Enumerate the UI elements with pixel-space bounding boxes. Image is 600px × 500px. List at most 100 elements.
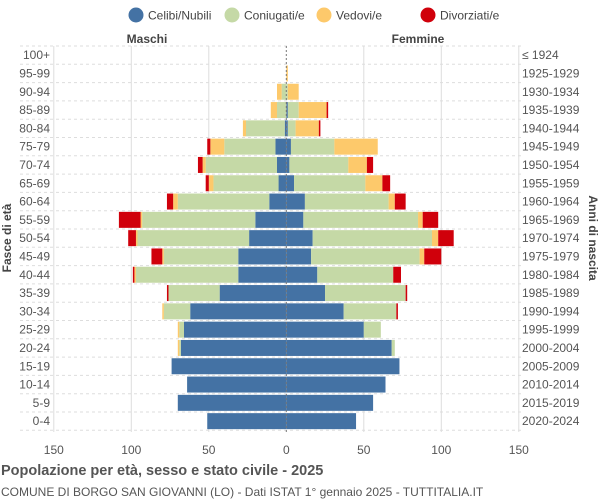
- age-group-label: 100+: [23, 48, 50, 62]
- bar-male-vedovi-e: [162, 248, 164, 265]
- bar-female-divorziati-e: [326, 102, 329, 119]
- age-group-label: 70-74: [19, 158, 50, 172]
- bar-male-coniugati-e: [224, 138, 276, 155]
- legend-marker: [128, 7, 144, 23]
- bar-male-vedovi-e: [277, 83, 282, 100]
- bar-female-celibi-nubili: [286, 266, 318, 283]
- legend-label: Coniugati/e: [244, 9, 305, 23]
- bar-female-coniugati-e: [286, 83, 288, 100]
- legend-label: Celibi/Nubili: [148, 9, 211, 23]
- bar-female-vedovi-e: [418, 211, 423, 228]
- bar-male-vedovi-e: [210, 138, 225, 155]
- bar-female-divorziati-e: [422, 211, 439, 228]
- age-group-label: 20-24: [19, 341, 50, 355]
- x-tick-label: 0: [283, 443, 290, 457]
- bar-female-coniugati-e: [311, 248, 420, 265]
- bar-male-celibi-nubili: [187, 376, 287, 393]
- bar-male-divorziati-e: [132, 266, 135, 283]
- birth-year-label: 1990-1994: [522, 304, 580, 318]
- birth-year-label: 2010-2014: [522, 378, 580, 392]
- bar-female-celibi-nubili: [286, 413, 357, 430]
- birth-year-label: 1930-1934: [522, 85, 580, 99]
- bars: [118, 46, 454, 432]
- bar-female-coniugati-e: [294, 175, 366, 192]
- x-tick-label: 100: [431, 443, 451, 457]
- bar-female-vedovi-e: [419, 248, 425, 265]
- birth-year-label: 1945-1949: [522, 140, 580, 154]
- bar-male-celibi-nubili: [249, 230, 287, 247]
- bar-male-vedovi-e: [270, 102, 277, 119]
- birth-year-label: 2020-2024: [522, 414, 580, 428]
- legend: Celibi/Nubili Coniugati/e Vedovi/e Divorzia…: [128, 7, 500, 23]
- bar-male-celibi-nubili: [238, 248, 287, 265]
- bar-female-celibi-nubili: [286, 230, 313, 247]
- left-group-label: Maschi: [127, 32, 168, 46]
- bar-male-divorziati-e: [151, 248, 163, 265]
- bar-female-celibi-nubili: [286, 211, 304, 228]
- bar-male-divorziati-e: [118, 211, 141, 228]
- birth-year-label: 2005-2009: [522, 359, 580, 373]
- legend-marker: [420, 7, 436, 23]
- bar-male-coniugati-e: [163, 248, 239, 265]
- age-group-label: 55-59: [19, 213, 50, 227]
- age-group-label: 45-49: [19, 249, 50, 263]
- age-group-label: 90-94: [19, 85, 50, 99]
- bar-female-divorziati-e: [382, 175, 391, 192]
- bar-male-coniugati-e: [246, 120, 285, 137]
- birth-year-label: 1965-1969: [522, 213, 580, 227]
- bar-female-divorziati-e: [366, 156, 374, 173]
- bar-female-coniugati-e: [391, 339, 395, 356]
- birth-year-label: 1985-1989: [522, 286, 580, 300]
- age-group-label: 5-9: [33, 396, 51, 410]
- bar-male-coniugati-e: [213, 175, 279, 192]
- bar-male-divorziati-e: [207, 138, 211, 155]
- bar-male-celibi-nubili: [238, 266, 287, 283]
- age-group-label: 50-54: [19, 231, 50, 245]
- chart-subtitle: COMUNE DI BORGO SAN GIOVANNI (LO) - Dati…: [1, 485, 484, 499]
- birth-year-label: 1935-1939: [522, 103, 580, 117]
- legend-label: Vedovi/e: [336, 9, 382, 23]
- bar-female-celibi-nubili: [286, 376, 386, 393]
- bar-male-coniugati-e: [142, 211, 256, 228]
- bar-male-coniugati-e: [179, 321, 184, 338]
- birth-year-label: 1960-1964: [522, 195, 580, 209]
- bar-female-vedovi-e: [287, 83, 299, 100]
- age-group-label: 35-39: [19, 286, 50, 300]
- y-axis-title-left: Fasce di età: [0, 203, 14, 272]
- bar-female-divorziati-e: [424, 248, 442, 265]
- bar-male-celibi-nubili: [275, 138, 287, 155]
- bar-female-coniugati-e: [343, 303, 397, 320]
- population-pyramid-chart: Celibi/Nubili Coniugati/e Vedovi/e Divorzia…: [0, 7, 600, 457]
- bar-male-coniugati-e: [135, 266, 239, 283]
- bar-female-celibi-nubili: [286, 193, 305, 210]
- bar-female-divorziati-e: [318, 120, 321, 137]
- age-group-label: 65-69: [19, 176, 50, 190]
- bar-male-coniugati-e: [205, 156, 277, 173]
- bar-male-vedovi-e: [202, 156, 206, 173]
- bar-male-celibi-nubili: [207, 413, 287, 430]
- bar-female-celibi-nubili: [286, 285, 326, 302]
- bar-male-vedovi-e: [134, 266, 136, 283]
- bar-female-coniugati-e: [312, 230, 432, 247]
- age-group-label: 85-89: [19, 103, 50, 117]
- bar-female-vedovi-e: [348, 156, 367, 173]
- bar-male-coniugati-e: [277, 102, 287, 119]
- right-group-label: Femmine: [392, 32, 445, 46]
- x-tick-label: 150: [509, 443, 529, 457]
- birth-year-label: 2000-2004: [522, 341, 580, 355]
- birth-year-label: 1975-1979: [522, 249, 580, 263]
- bar-male-coniugati-e: [177, 193, 270, 210]
- bar-female-divorziati-e: [393, 266, 401, 283]
- bar-female-coniugati-e: [325, 285, 406, 302]
- bar-male-vedovi-e: [135, 230, 138, 247]
- bar-female-coniugati-e: [303, 211, 419, 228]
- birth-year-label: 1950-1954: [522, 158, 580, 172]
- bar-male-vedovi-e: [242, 120, 246, 137]
- bar-female-coniugati-e: [287, 102, 299, 119]
- age-group-label: 25-29: [19, 323, 50, 337]
- age-group-label: 80-84: [19, 121, 50, 135]
- bar-female-vedovi-e: [334, 138, 378, 155]
- labels: 150 100 50 0 50 100 150 100+ ≤ 1924 95-99 1925-192…: [19, 48, 579, 457]
- bar-female-vedovi-e: [295, 120, 319, 137]
- age-group-label: 15-19: [19, 359, 50, 373]
